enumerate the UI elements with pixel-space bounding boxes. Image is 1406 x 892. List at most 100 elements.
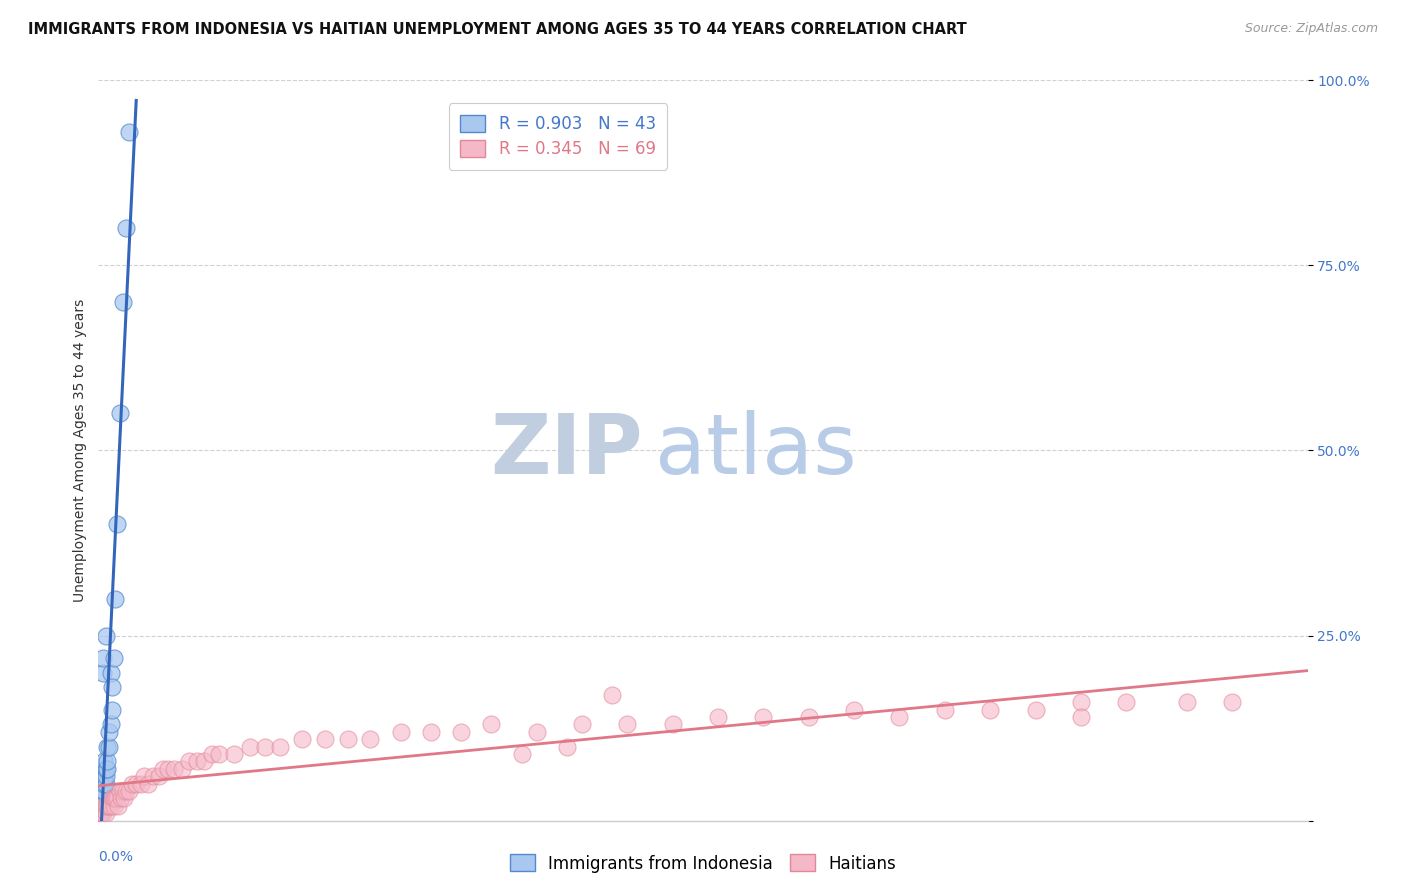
- Point: [707, 710, 730, 724]
- Point: [93, 798, 115, 813]
- Point: [661, 717, 683, 731]
- Point: [239, 739, 262, 754]
- Point: [91, 791, 114, 805]
- Point: [114, 784, 136, 798]
- Point: [420, 724, 443, 739]
- Point: [142, 769, 165, 783]
- Point: [934, 703, 956, 717]
- Point: [752, 710, 775, 724]
- Point: [104, 591, 127, 606]
- Point: [93, 762, 115, 776]
- Point: [90, 798, 112, 813]
- Point: [616, 717, 638, 731]
- Point: [91, 650, 114, 665]
- Point: [94, 806, 117, 821]
- Point: [94, 762, 117, 776]
- Point: [94, 776, 117, 791]
- Point: [100, 717, 122, 731]
- Point: [510, 747, 533, 761]
- Point: [89, 798, 111, 813]
- Point: [526, 724, 548, 739]
- Point: [100, 665, 122, 680]
- Point: [108, 784, 131, 798]
- Point: [170, 762, 193, 776]
- Point: [96, 762, 118, 776]
- Point: [101, 791, 124, 805]
- Point: [100, 798, 122, 813]
- Point: [1175, 695, 1198, 709]
- Y-axis label: Unemployment Among Ages 35 to 44 years: Unemployment Among Ages 35 to 44 years: [73, 299, 87, 602]
- Point: [90, 791, 112, 805]
- Point: [94, 798, 117, 813]
- Point: [889, 710, 911, 724]
- Text: IMMIGRANTS FROM INDONESIA VS HAITIAN UNEMPLOYMENT AMONG AGES 35 TO 44 YEARS CORR: IMMIGRANTS FROM INDONESIA VS HAITIAN UNE…: [28, 22, 967, 37]
- Point: [121, 776, 143, 791]
- Point: [125, 776, 148, 791]
- Point: [602, 688, 624, 702]
- Text: atlas: atlas: [655, 410, 856, 491]
- Point: [118, 784, 141, 798]
- Point: [136, 776, 159, 791]
- Point: [1024, 703, 1046, 717]
- Point: [156, 762, 179, 776]
- Point: [314, 732, 336, 747]
- Point: [108, 407, 131, 421]
- Point: [152, 762, 174, 776]
- Point: [481, 717, 503, 731]
- Point: [93, 784, 115, 798]
- Point: [103, 791, 125, 805]
- Point: [91, 798, 114, 813]
- Point: [91, 806, 114, 821]
- Point: [111, 295, 134, 310]
- Point: [360, 732, 382, 747]
- Point: [105, 791, 128, 805]
- Point: [103, 798, 125, 813]
- Point: [98, 724, 121, 739]
- Point: [450, 724, 472, 739]
- Point: [129, 776, 152, 791]
- Point: [112, 791, 135, 805]
- Point: [91, 665, 114, 680]
- Point: [89, 791, 111, 805]
- Point: [89, 806, 111, 821]
- Point: [186, 755, 208, 769]
- Point: [93, 769, 115, 783]
- Point: [224, 747, 246, 761]
- Point: [132, 769, 155, 783]
- Point: [844, 703, 866, 717]
- Point: [208, 747, 231, 761]
- Point: [90, 791, 112, 805]
- Point: [96, 755, 118, 769]
- Point: [89, 798, 111, 813]
- Point: [336, 732, 359, 747]
- Text: Source: ZipAtlas.com: Source: ZipAtlas.com: [1244, 22, 1378, 36]
- Point: [98, 798, 121, 813]
- Point: [89, 806, 111, 821]
- Point: [269, 739, 291, 754]
- Text: 0.0%: 0.0%: [98, 850, 134, 864]
- Point: [163, 762, 186, 776]
- Point: [90, 784, 112, 798]
- Point: [90, 806, 112, 821]
- Point: [253, 739, 276, 754]
- Point: [89, 806, 111, 821]
- Point: [179, 755, 201, 769]
- Point: [101, 703, 124, 717]
- Point: [193, 755, 215, 769]
- Point: [148, 769, 170, 783]
- Point: [110, 791, 132, 805]
- Point: [104, 791, 127, 805]
- Point: [1070, 710, 1092, 724]
- Point: [96, 798, 118, 813]
- Point: [93, 776, 115, 791]
- Point: [91, 776, 114, 791]
- Point: [105, 517, 128, 532]
- Point: [94, 628, 117, 642]
- Point: [389, 724, 412, 739]
- Point: [1115, 695, 1137, 709]
- Point: [111, 784, 134, 798]
- Point: [555, 739, 578, 754]
- Point: [1070, 695, 1092, 709]
- Point: [1220, 695, 1243, 709]
- Point: [291, 732, 314, 747]
